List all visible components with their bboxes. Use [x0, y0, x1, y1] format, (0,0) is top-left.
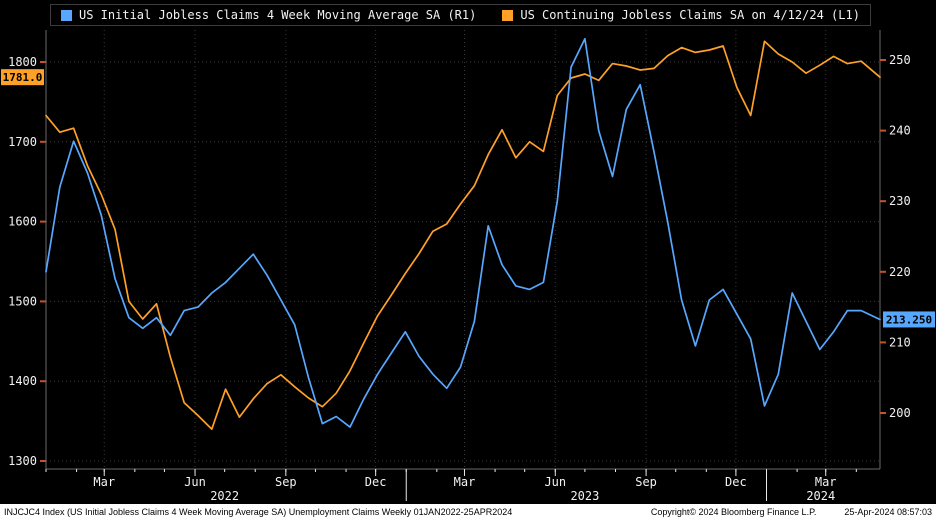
x-axis-year-label: 2022 [210, 489, 239, 503]
x-axis-month-label: Sep [635, 475, 657, 489]
legend-item-continuing-claims[interactable]: US Continuing Jobless Claims SA on 4/12/… [502, 8, 860, 22]
right-axis-tick-label: 240 [889, 124, 911, 138]
x-axis-year-label: 2024 [806, 489, 835, 503]
x-axis-month-label: Mar [815, 475, 837, 489]
last-value-badge-left [1, 69, 44, 86]
legend-item-initial-claims[interactable]: US Initial Jobless Claims 4 Week Moving … [61, 8, 476, 22]
x-axis-month-label: Jun [544, 475, 566, 489]
x-axis-month-label: Sep [275, 475, 297, 489]
timestamp: 25-Apr-2024 08:57:03 [844, 507, 932, 517]
x-axis-year-label: 2023 [570, 489, 599, 503]
continuing-claims-line [45, 40, 881, 430]
legend: US Initial Jobless Claims 4 Week Moving … [50, 4, 871, 26]
x-axis-month-label: Dec [365, 475, 387, 489]
legend-label-initial-claims: US Initial Jobless Claims 4 Week Moving … [79, 8, 477, 22]
initial-claims-legend-swatch-icon [61, 9, 72, 21]
initial-claims-line [45, 37, 881, 428]
ticker-description: INJCJC4 Index (US Initial Jobless Claims… [4, 507, 513, 517]
left-axis-tick-label: 1300 [8, 454, 37, 468]
last-value-badge-right-label: 213.250 [886, 313, 932, 326]
last-value-badge-left-label: 1781.0 [3, 71, 43, 84]
legend-label-continuing-claims: US Continuing Jobless Claims SA on 4/12/… [520, 8, 860, 22]
left-axis-tick-label: 1600 [8, 215, 37, 229]
right-axis-tick-label: 200 [889, 406, 911, 420]
continuing-claims-legend-swatch-icon [502, 9, 514, 21]
x-axis-month-label: Mar [454, 475, 476, 489]
x-axis-month-label: Dec [725, 475, 747, 489]
right-axis-tick-label: 230 [889, 194, 911, 208]
right-axis-tick-label: 220 [889, 265, 911, 279]
left-axis-tick-label: 1800 [8, 55, 37, 69]
right-axis-tick-label: 250 [889, 53, 911, 67]
footer-status-bar: INJCJC4 Index (US Initial Jobless Claims… [0, 504, 936, 520]
x-axis-month-label: Jun [184, 475, 206, 489]
right-axis-tick-label: 210 [889, 335, 911, 349]
left-axis-tick-label: 1700 [8, 135, 37, 149]
x-axis-month-label: Mar [93, 475, 115, 489]
last-value-badge-right [883, 311, 935, 328]
chart-plot-area[interactable]: 1800 1700 1600 1500 1400 1300 250 240 230 220 210 2… [0, 0, 936, 504]
left-axis-tick-label: 1500 [8, 294, 37, 308]
copyright-text: Copyright© 2024 Bloomberg Finance L.P. [650, 507, 817, 517]
left-axis-tick-label: 1400 [8, 374, 37, 388]
